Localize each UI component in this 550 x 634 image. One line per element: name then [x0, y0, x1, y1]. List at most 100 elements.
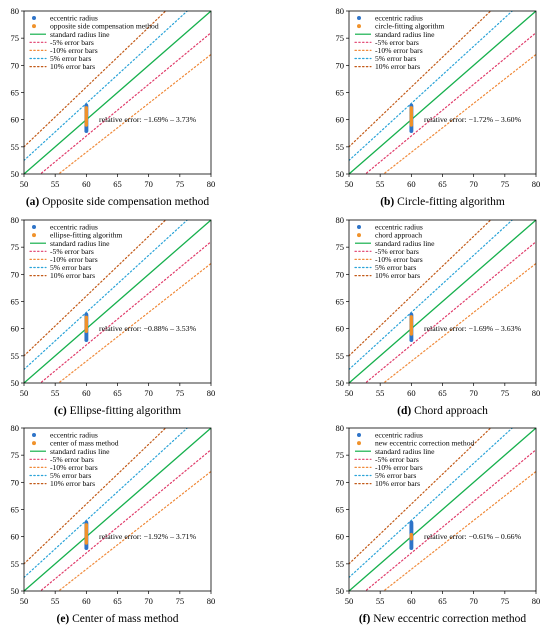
legend-marker [32, 24, 36, 29]
y-tick-label: 75 [11, 450, 20, 460]
y-tick-label: 75 [336, 33, 345, 43]
y-tick-label: 60 [11, 115, 20, 125]
x-tick-label: 80 [207, 179, 216, 189]
x-tick-label: 50 [345, 179, 354, 189]
legend-label: -10% error bars [375, 46, 423, 55]
relative-error-annotation: relative error: −0.88% – 3.53% [99, 324, 197, 333]
legend-marker [357, 233, 361, 238]
y-tick-label: 75 [11, 242, 20, 252]
x-tick-label: 65 [438, 388, 447, 398]
method-point [84, 523, 88, 527]
series-line--10-error-bars [382, 262, 536, 383]
series-line--5-error-bars [364, 32, 536, 174]
y-tick-label: 70 [336, 269, 345, 279]
series-line-10-error-bars [24, 11, 167, 148]
legend-label: 10% error bars [375, 271, 420, 280]
x-tick-label: 55 [51, 179, 60, 189]
relative-error-annotation: relative error: −1.92% – 3.71% [99, 532, 197, 541]
eccentric-radius-point [84, 312, 89, 317]
x-tick-label: 50 [20, 388, 29, 398]
legend-label: 5% error bars [50, 54, 91, 63]
x-tick-label: 55 [376, 596, 385, 606]
legend-label: circle-fitting algorithm [375, 22, 444, 31]
series-line-10-error-bars [24, 220, 167, 357]
y-tick-label: 75 [336, 450, 345, 460]
x-tick-label: 70 [144, 388, 153, 398]
x-tick-label: 50 [345, 596, 354, 606]
caption-letter: (e) [57, 613, 73, 625]
y-tick-label: 55 [336, 142, 345, 152]
method-point [409, 315, 413, 319]
caption-letter: (d) [397, 405, 414, 417]
legend-label: standard radius line [50, 239, 110, 248]
legend-marker [357, 16, 361, 20]
legend-label: -5% error bars [375, 455, 419, 464]
x-tick-label: 75 [176, 388, 185, 398]
legend-marker [357, 441, 361, 446]
y-tick-label: 65 [11, 88, 20, 98]
panel-a: 50 55 60 65 70 75 80 50 55 60 65 70 75 80 eccentric ra… [11, 6, 216, 208]
legend-label: eccentric radius [50, 223, 98, 232]
series-line-standard-radius-line [24, 220, 211, 383]
legend-label: eccentric radius [50, 14, 98, 23]
panel-caption: (e) Center of mass method [57, 613, 179, 625]
legend-label: 10% error bars [50, 479, 95, 488]
series-line--10-error-bars [57, 262, 211, 383]
caption-text: New eccentric correction method [373, 613, 526, 625]
y-tick-label: 70 [336, 60, 345, 70]
legend-label: -10% error bars [375, 463, 423, 472]
y-tick-label: 55 [336, 351, 345, 361]
y-tick-label: 80 [11, 215, 20, 225]
legend-label: standard radius line [375, 239, 435, 248]
panel-caption: (f) New eccentric correction method [359, 613, 527, 625]
x-tick-label: 55 [51, 596, 60, 606]
y-tick-label: 80 [11, 423, 20, 433]
legend-label: 10% error bars [375, 479, 420, 488]
series-line-5-error-bars [349, 428, 514, 579]
series-line-standard-radius-line [349, 428, 536, 591]
series-line-standard-radius-line [24, 11, 211, 174]
x-tick-label: 75 [501, 179, 510, 189]
y-tick-label: 60 [336, 324, 345, 334]
legend-marker [357, 225, 361, 229]
x-tick-label: 55 [376, 179, 385, 189]
y-tick-label: 55 [11, 559, 20, 569]
caption-text: Center of mass method [72, 613, 179, 625]
y-tick-label: 80 [336, 215, 345, 225]
eccentric-radius-point [409, 520, 414, 525]
series-line-5-error-bars [24, 11, 189, 162]
legend-label: 5% error bars [375, 263, 416, 272]
panel-caption: (b) Circle-fitting algorithm [380, 196, 505, 208]
y-tick-label: 65 [11, 505, 20, 515]
legend-label: standard radius line [375, 447, 435, 456]
legend-label: chord approach [375, 231, 422, 240]
series-line--5-error-bars [39, 32, 211, 174]
y-tick-label: 65 [336, 297, 345, 307]
relative-error-annotation: relative error: −1.69% – 3.73% [99, 115, 197, 124]
relative-error-annotation: relative error: −0.61% – 0.66% [424, 532, 522, 541]
legend-marker [32, 225, 36, 229]
legend-marker [32, 433, 36, 437]
legend-label: -5% error bars [375, 247, 419, 256]
y-tick-label: 70 [11, 477, 20, 487]
caption-letter: (f) [359, 613, 373, 625]
y-tick-label: 60 [11, 532, 20, 542]
legend-label: 10% error bars [375, 62, 420, 71]
legend-marker [32, 441, 36, 446]
legend-label: standard radius line [50, 447, 110, 456]
x-tick-label: 55 [51, 388, 60, 398]
x-tick-label: 65 [113, 388, 122, 398]
panel-f: 50 55 60 65 70 75 80 50 55 60 65 70 75 80 eccentric ra… [336, 423, 541, 625]
series-line--5-error-bars [364, 241, 536, 383]
series-line-standard-radius-line [349, 220, 536, 383]
x-tick-label: 65 [438, 596, 447, 606]
y-tick-label: 75 [11, 33, 20, 43]
y-tick-label: 80 [336, 6, 345, 16]
panel-caption: (a) Opposite side compensation method [26, 196, 210, 208]
y-tick-label: 50 [11, 169, 20, 179]
method-point [84, 315, 88, 319]
caption-letter: (b) [380, 196, 397, 208]
y-tick-label: 70 [11, 60, 20, 70]
x-tick-label: 80 [532, 596, 541, 606]
legend-label: 5% error bars [375, 54, 416, 63]
